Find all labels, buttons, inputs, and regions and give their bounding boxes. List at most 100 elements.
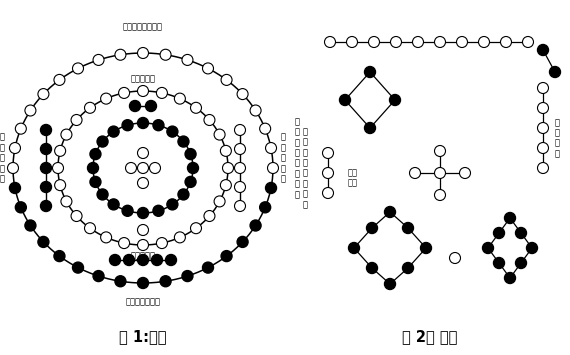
Ellipse shape [122, 120, 133, 131]
Ellipse shape [40, 125, 51, 136]
Ellipse shape [167, 199, 178, 210]
Ellipse shape [25, 105, 36, 116]
Ellipse shape [149, 163, 161, 174]
Ellipse shape [364, 66, 376, 77]
Ellipse shape [137, 48, 149, 59]
Ellipse shape [52, 163, 63, 174]
Ellipse shape [61, 196, 72, 207]
Ellipse shape [538, 142, 548, 153]
Ellipse shape [367, 223, 377, 234]
Ellipse shape [115, 49, 126, 60]
Ellipse shape [221, 75, 232, 86]
Ellipse shape [108, 199, 119, 210]
Ellipse shape [40, 163, 51, 174]
Ellipse shape [38, 236, 49, 247]
Ellipse shape [538, 122, 548, 133]
Text: 联
掌
土
苍
象: 联 掌 土 苍 象 [0, 133, 5, 183]
Ellipse shape [108, 126, 119, 137]
Ellipse shape [165, 255, 177, 266]
Ellipse shape [234, 163, 246, 174]
Ellipse shape [385, 207, 396, 218]
Text: 奇极盛于北外而终: 奇极盛于北外而终 [123, 22, 163, 31]
Ellipse shape [494, 228, 504, 239]
Ellipse shape [367, 262, 377, 273]
Ellipse shape [15, 202, 26, 213]
Ellipse shape [515, 257, 527, 268]
Ellipse shape [137, 278, 149, 289]
Ellipse shape [125, 163, 136, 174]
Ellipse shape [174, 232, 185, 243]
Ellipse shape [156, 87, 168, 98]
Ellipse shape [324, 37, 336, 48]
Ellipse shape [549, 66, 560, 77]
Ellipse shape [409, 168, 421, 179]
Ellipse shape [190, 223, 202, 234]
Ellipse shape [129, 100, 140, 111]
Ellipse shape [185, 149, 196, 160]
Ellipse shape [204, 115, 215, 125]
Ellipse shape [137, 208, 149, 218]
Ellipse shape [55, 145, 66, 156]
Ellipse shape [137, 240, 149, 251]
Ellipse shape [260, 202, 271, 213]
Ellipse shape [71, 115, 82, 125]
Ellipse shape [266, 142, 276, 153]
Ellipse shape [538, 44, 548, 55]
Ellipse shape [93, 271, 104, 282]
Ellipse shape [90, 176, 101, 187]
Ellipse shape [482, 242, 494, 253]
Ellipse shape [202, 63, 214, 74]
Text: 生
成
既
分: 生 成 既 分 [555, 118, 560, 158]
Ellipse shape [504, 213, 515, 224]
Ellipse shape [90, 149, 101, 160]
Ellipse shape [167, 126, 178, 137]
Ellipse shape [61, 129, 72, 140]
Ellipse shape [202, 262, 214, 273]
Text: 五长中临象: 五长中临象 [131, 251, 156, 260]
Ellipse shape [190, 102, 202, 113]
Ellipse shape [101, 93, 112, 104]
Text: 偶
长
于
西
内: 偶 长 于 西 内 [281, 133, 286, 183]
Ellipse shape [348, 242, 360, 253]
Ellipse shape [538, 82, 548, 93]
Ellipse shape [84, 223, 96, 234]
Text: 孕养中枢遍临象: 孕养中枢遍临象 [125, 297, 161, 306]
Ellipse shape [504, 273, 515, 284]
Ellipse shape [237, 89, 248, 100]
Ellipse shape [434, 146, 446, 157]
Ellipse shape [137, 86, 149, 97]
Ellipse shape [178, 189, 189, 200]
Ellipse shape [137, 163, 149, 174]
Ellipse shape [221, 251, 232, 262]
Ellipse shape [153, 120, 164, 131]
Ellipse shape [119, 237, 129, 248]
Ellipse shape [323, 168, 333, 179]
Ellipse shape [137, 147, 149, 158]
Ellipse shape [185, 176, 196, 187]
Ellipse shape [10, 182, 21, 193]
Ellipse shape [538, 163, 548, 174]
Ellipse shape [182, 54, 193, 65]
Ellipse shape [88, 163, 99, 174]
Ellipse shape [54, 251, 65, 262]
Ellipse shape [174, 93, 185, 104]
Ellipse shape [101, 232, 112, 243]
Ellipse shape [385, 279, 396, 289]
Ellipse shape [15, 123, 26, 134]
Ellipse shape [234, 181, 246, 192]
Ellipse shape [500, 37, 511, 48]
Ellipse shape [340, 94, 351, 105]
Ellipse shape [260, 123, 271, 134]
Ellipse shape [214, 196, 225, 207]
Ellipse shape [182, 271, 193, 282]
Ellipse shape [402, 262, 413, 273]
Ellipse shape [222, 163, 234, 174]
Ellipse shape [188, 163, 198, 174]
Ellipse shape [523, 37, 534, 48]
Ellipse shape [72, 63, 83, 74]
Ellipse shape [160, 276, 171, 287]
Ellipse shape [494, 257, 504, 268]
Text: 图 2： 洛书: 图 2： 洛书 [402, 329, 458, 344]
Ellipse shape [234, 125, 246, 136]
Text: 感北于生北: 感北于生北 [131, 74, 156, 83]
